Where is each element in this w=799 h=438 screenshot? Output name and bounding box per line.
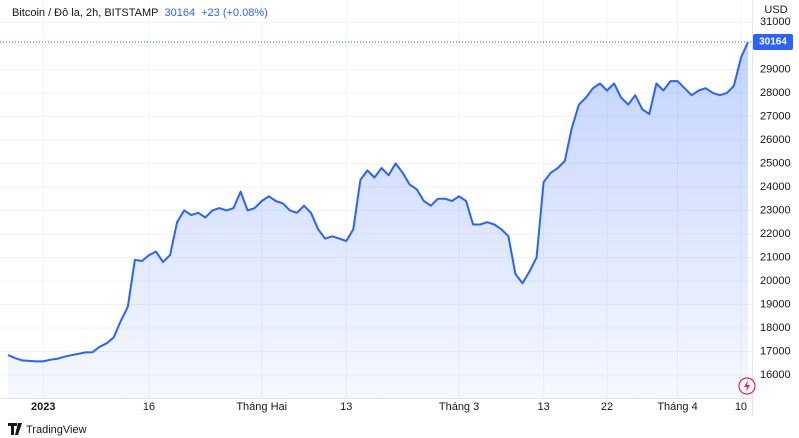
y-tick-label: 23000 — [760, 204, 791, 216]
y-tick-label: 18000 — [760, 322, 791, 334]
y-tick-label: 20000 — [760, 275, 791, 287]
y-tick-label: 21000 — [760, 251, 791, 263]
brand-name[interactable]: TradingView — [26, 424, 87, 436]
last-price: 30164 — [165, 7, 196, 19]
chart-title: Bitcoin / Đô la, 2h, BITSTAMP — [12, 7, 159, 19]
y-tick-label: 29000 — [760, 63, 791, 75]
lightning-glyph — [744, 380, 750, 392]
x-tick-label: 16 — [143, 401, 155, 413]
x-tick-label: Tháng Hai — [236, 401, 287, 413]
y-axis-label: USD — [764, 4, 787, 16]
last-price-badge — [753, 33, 793, 50]
area-fill — [8, 42, 748, 399]
y-tick-label: 28000 — [760, 87, 791, 99]
x-tick-label: 13 — [537, 401, 549, 413]
x-tick-label: 10 — [735, 401, 747, 413]
x-tick-label: 2023 — [31, 401, 55, 413]
x-tick-label: Tháng 3 — [439, 401, 479, 413]
y-tick-label: 25000 — [760, 157, 791, 169]
x-tick-label: 22 — [601, 401, 613, 413]
x-tick-label: Tháng 4 — [657, 401, 697, 413]
y-tick-label: 24000 — [760, 181, 791, 193]
x-tick-label: 13 — [340, 401, 352, 413]
y-tick-label: 17000 — [760, 345, 791, 357]
y-tick-label: 31000 — [760, 16, 791, 28]
y-tick-label: 16000 — [760, 369, 791, 381]
chart-header: Bitcoin / Đô la, 2h, BITSTAMP 30164 +23 (+… — [12, 7, 268, 19]
brand-logo[interactable] — [8, 423, 22, 435]
price-line — [7, 41, 749, 363]
y-tick-label: 27000 — [760, 110, 791, 122]
y-tick-label: 19000 — [760, 298, 791, 310]
y-tick-label: 26000 — [760, 134, 791, 146]
last-price-label: 30164 — [759, 37, 787, 48]
y-tick-label: 22000 — [760, 228, 791, 240]
price-change: +23 (+0.08%) — [201, 7, 268, 19]
